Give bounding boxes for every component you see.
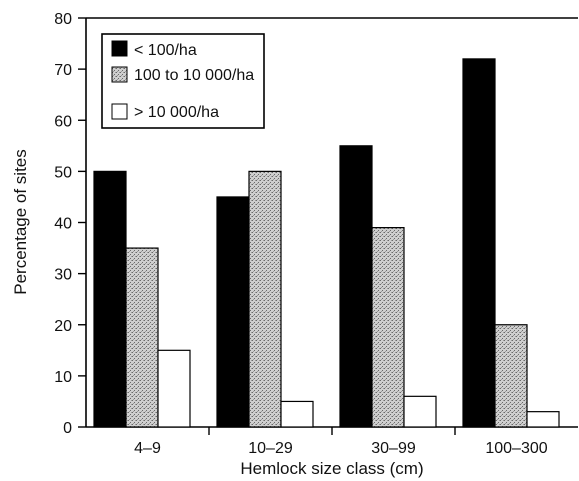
x-tick-label: 100–300 <box>485 440 547 457</box>
bar-series-3 <box>403 395 437 428</box>
x-tick-label: 30–99 <box>371 440 416 457</box>
legend-label-series-2: 100 to 10 000/ha <box>134 67 254 84</box>
y-axis-ticks: 0 10 20 30 40 50 60 70 80 <box>54 11 86 437</box>
y-tick-label: 0 <box>63 420 72 437</box>
legend-swatch-series-3 <box>111 103 128 120</box>
bar-series-1 <box>462 58 496 428</box>
bar-series-2 <box>248 170 282 428</box>
legend-swatch-series-1 <box>111 40 128 57</box>
x-axis-ticks: 4–9 10–29 30–99 100–300 <box>134 427 548 457</box>
y-tick-label: 20 <box>54 318 72 335</box>
y-tick-label: 80 <box>54 11 72 28</box>
y-tick-label: 50 <box>54 164 72 181</box>
x-tick-label: 10–29 <box>248 440 293 457</box>
y-tick-label: 40 <box>54 216 72 233</box>
bar-series-3 <box>526 411 560 428</box>
y-axis-title: Percentage of sites <box>11 149 30 295</box>
y-tick-label: 30 <box>54 267 72 284</box>
bar-series-3 <box>157 349 191 428</box>
bars <box>93 58 560 428</box>
bar-series-1 <box>339 145 373 428</box>
bar-series-3 <box>280 400 314 428</box>
y-tick-label: 10 <box>54 369 72 386</box>
y-tick-label: 70 <box>54 62 72 79</box>
legend-label-series-1: < 100/ha <box>134 42 197 59</box>
legend-swatch-series-2 <box>111 66 128 83</box>
legend: < 100/ha 100 to 10 000/ha > 10 000/ha <box>101 33 265 129</box>
legend-label-series-3: > 10 000/ha <box>134 104 219 121</box>
bar-series-2 <box>494 324 528 428</box>
bar-series-1 <box>216 196 250 428</box>
x-tick-label: 4–9 <box>134 440 161 457</box>
bar-series-1 <box>93 170 127 428</box>
y-tick-label: 60 <box>54 113 72 130</box>
x-axis-title: Hemlock size class (cm) <box>240 459 423 478</box>
bar-series-2 <box>371 227 405 428</box>
bar-series-2 <box>125 247 159 428</box>
legend-box <box>101 33 265 129</box>
